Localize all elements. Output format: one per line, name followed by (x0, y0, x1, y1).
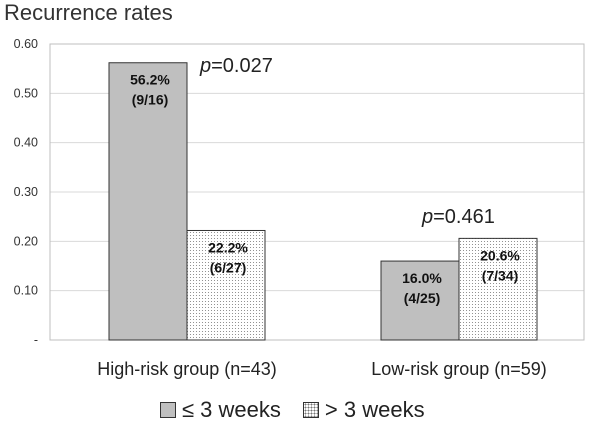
legend-label-le3: ≤ 3 weeks (182, 397, 281, 422)
bar-le3-weeks (108, 62, 188, 341)
y-tick-label: 0.40 (14, 136, 38, 150)
y-tick-label: 0.10 (14, 284, 38, 298)
legend-label-gt3: > 3 weeks (324, 397, 425, 422)
y-tick-label: 0.50 (14, 86, 38, 100)
plot-frame (49, 43, 585, 341)
legend-swatch-le3 (160, 402, 176, 418)
p-value-annotation: p=0.027 (199, 55, 273, 77)
legend-item-gt3: > 3 weeks (302, 397, 425, 423)
bar-le3-weeks (380, 260, 460, 341)
data-label: 20.6% (7/34) (480, 247, 520, 283)
x-tick-label: Low-risk group (n=59) (371, 359, 547, 379)
x-tick-label: High-risk group (n=43) (97, 359, 277, 379)
bar-gt3-weeks (186, 229, 266, 341)
y-tick-label: 0.20 (14, 234, 38, 248)
p-value-annotation: p=0.461 (421, 206, 495, 228)
y-tick-label: 0.60 (14, 37, 38, 51)
data-label: 56.2% (9/16) (130, 72, 170, 108)
legend-swatch-gt3 (302, 402, 319, 418)
data-label: 16.0% (4/25) (402, 270, 442, 306)
chart-title: Recurrence rates (4, 0, 173, 25)
bar-gt3-weeks (458, 237, 538, 341)
legend: ≤ 3 weeks > 3 weeks (160, 397, 447, 423)
bar-chart: - 0.10 0.20 0.30 0.40 0.50 0.60 High-risk group… (14, 37, 585, 379)
data-label: 22.2% (6/27) (208, 239, 248, 275)
legend-item-le3: ≤ 3 weeks (160, 397, 281, 423)
y-tick-label: - (34, 333, 38, 347)
y-tick-label: 0.30 (14, 185, 38, 199)
